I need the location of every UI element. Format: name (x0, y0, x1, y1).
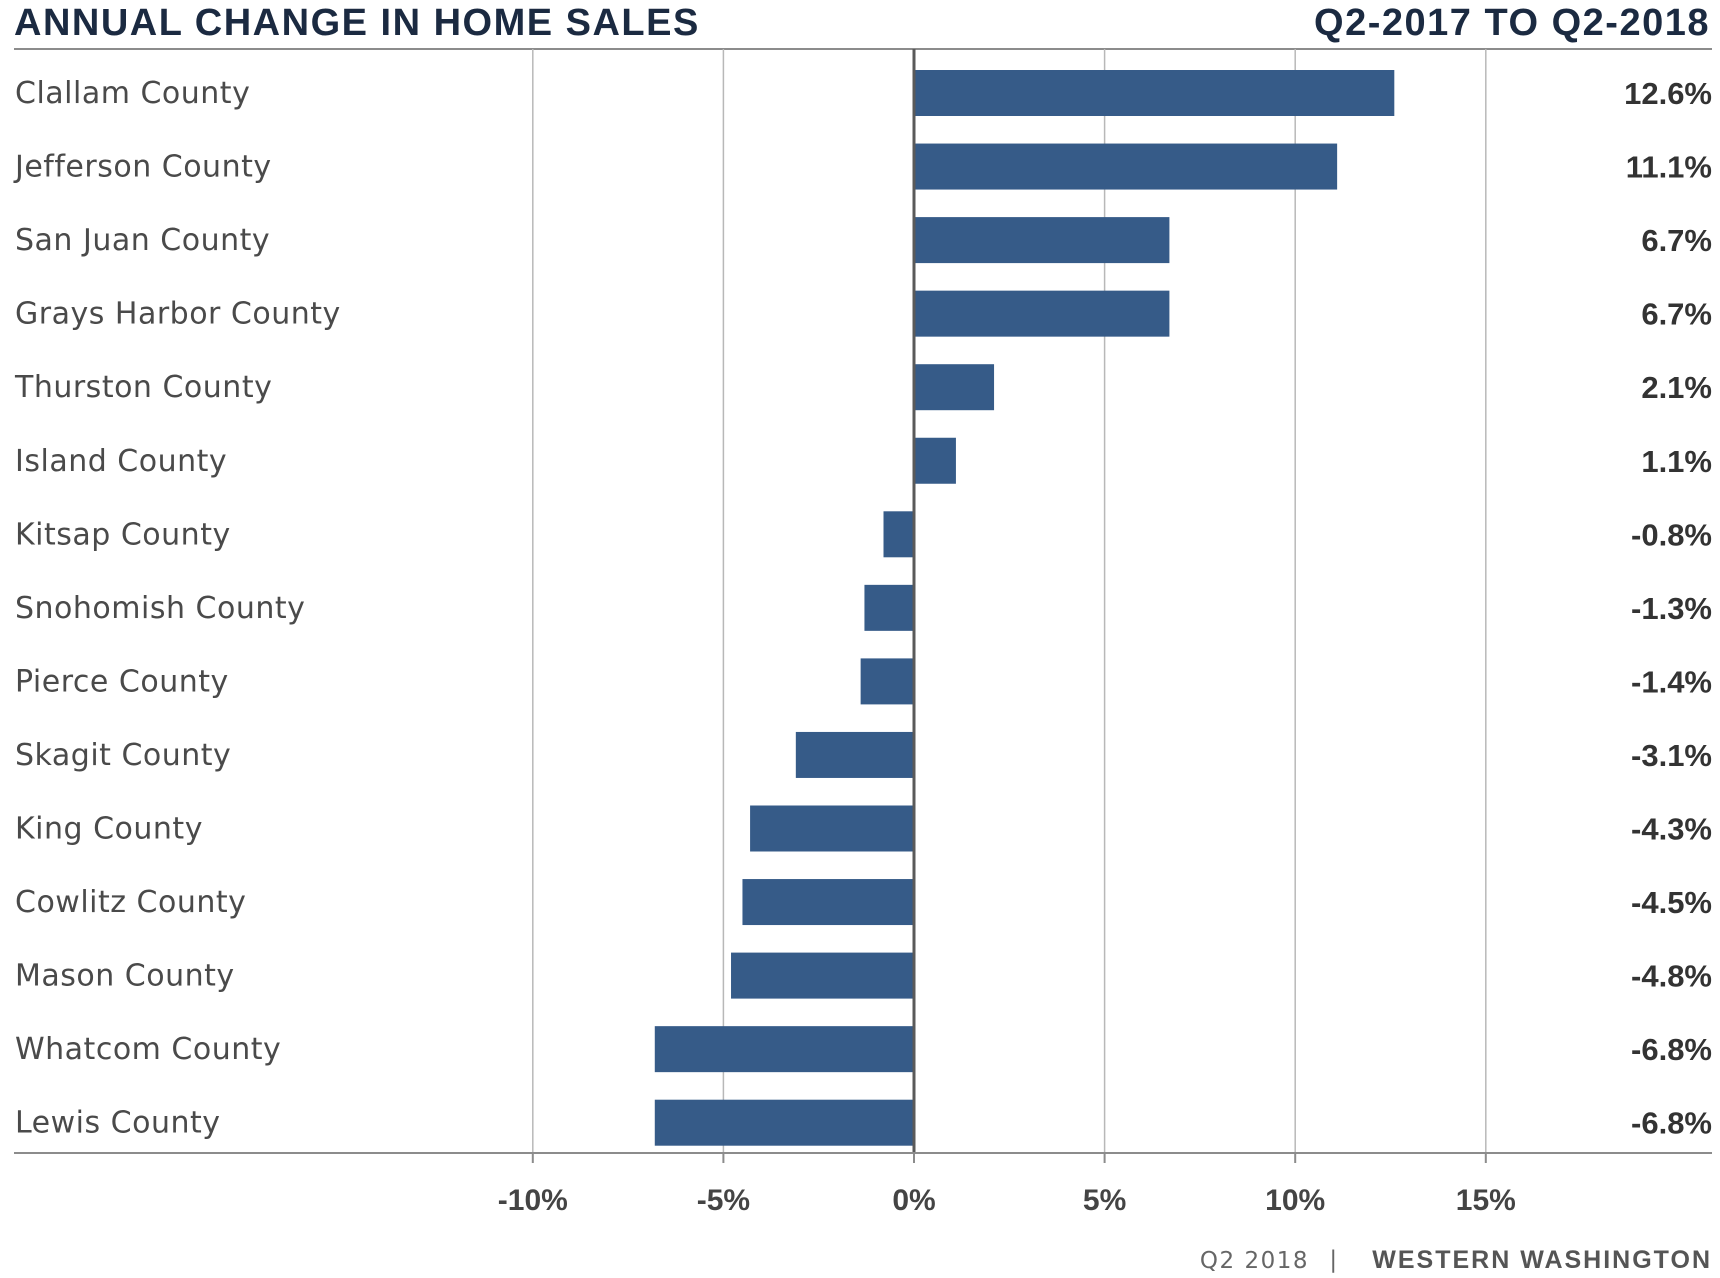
x-tick-labels: -10% -5% 0% 5% 10% 15% (498, 1184, 1516, 1217)
category-label: Kitsap County (15, 517, 231, 552)
chart-period: Q2-2017 TO Q2-2018 (1314, 2, 1710, 44)
value-label: -6.8% (1631, 1032, 1712, 1067)
value-label: 12.6% (1624, 76, 1712, 111)
bar (654, 1099, 914, 1146)
x-tick-label: 5% (1083, 1184, 1126, 1217)
value-label: -1.3% (1631, 591, 1712, 626)
category-label: Skagit County (15, 738, 231, 773)
category-label: San Juan County (15, 223, 270, 258)
value-label: 6.7% (1641, 297, 1712, 332)
x-tick-label: 0% (892, 1184, 935, 1217)
category-label: Grays Harbor County (15, 297, 341, 332)
category-label: Clallam County (15, 76, 250, 111)
category-label: Island County (15, 444, 227, 479)
value-label: -4.3% (1631, 812, 1712, 847)
bar (914, 290, 1170, 337)
footer-quarter: Q2 2018 (1200, 1248, 1309, 1274)
bar (864, 584, 914, 631)
bar (914, 143, 1338, 190)
value-label: -0.8% (1631, 517, 1712, 552)
x-tick-label: -5% (697, 1184, 750, 1217)
bar (795, 731, 914, 778)
category-label: Mason County (15, 959, 235, 994)
bar (914, 70, 1395, 116)
bar (914, 437, 956, 484)
footer-separator: | (1329, 1247, 1338, 1273)
bar (654, 1026, 914, 1073)
footer-region: WESTERN WASHINGTON (1372, 1246, 1712, 1274)
bar (750, 805, 914, 852)
category-labels: Clallam County Jefferson County San Juan C… (13, 76, 341, 1141)
category-label: Cowlitz County (15, 885, 246, 920)
bar (731, 952, 914, 999)
x-tick-label: 10% (1265, 1184, 1325, 1217)
value-label: 11.1% (1626, 150, 1712, 185)
chart-title: ANNUAL CHANGE IN HOME SALES (14, 2, 700, 44)
category-label: Lewis County (15, 1106, 221, 1141)
gridlines (531, 49, 1487, 1163)
bar (914, 217, 1170, 264)
category-label: Thurston County (14, 370, 272, 405)
bars (654, 70, 1395, 1146)
value-label: -4.8% (1631, 959, 1712, 994)
value-label: 1.1% (1641, 444, 1712, 479)
category-label: Snohomish County (15, 591, 305, 626)
value-label: -1.4% (1631, 664, 1712, 699)
value-labels: 12.6% 11.1% 6.7% 6.7% 2.1% 1.1% -0.8% -1.3% -1.4… (1624, 76, 1712, 1141)
value-label: -4.5% (1631, 885, 1712, 920)
x-tick-label: -10% (498, 1184, 568, 1217)
value-label: 6.7% (1641, 223, 1712, 258)
category-label: King County (15, 812, 203, 847)
value-label: 2.1% (1641, 370, 1712, 405)
bar (860, 658, 914, 705)
category-label: Jefferson County (13, 150, 272, 185)
category-label: Pierce County (15, 664, 229, 699)
x-tick-label: 15% (1456, 1184, 1516, 1217)
category-label: Whatcom County (15, 1032, 281, 1067)
value-label: -6.8% (1631, 1106, 1712, 1141)
bar (914, 364, 995, 411)
value-label: -3.1% (1631, 738, 1712, 773)
bar (742, 879, 914, 926)
bar (883, 511, 914, 558)
